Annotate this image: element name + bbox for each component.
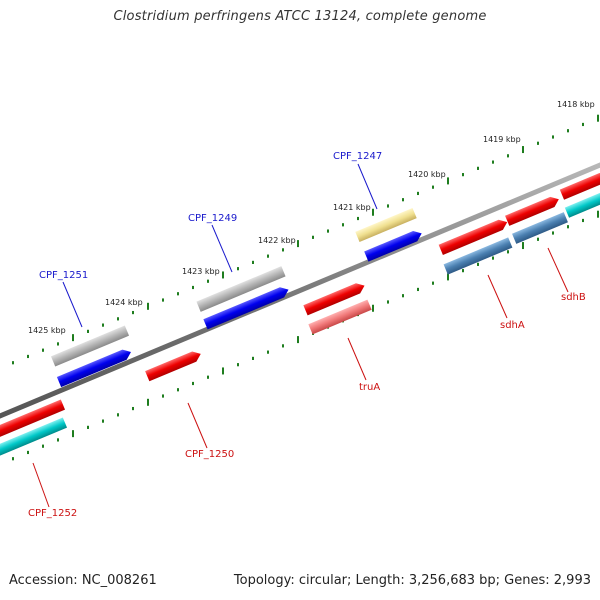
leader-cpf1250: [187, 402, 208, 449]
scale-label-1419: 1419 kbp: [483, 135, 521, 144]
leader-sdha: [487, 274, 508, 319]
gene-label-sdhb: sdhB: [561, 292, 586, 303]
scale-label-1425: 1425 kbp: [28, 326, 66, 335]
gene-label-cpf1250: CPF_1250: [185, 449, 234, 460]
gene-next-rna: [559, 172, 600, 200]
leader-sdhb: [547, 247, 569, 293]
upper-tick-row: [12, 114, 599, 365]
gene-label-cpf1249: CPF_1249: [188, 213, 237, 224]
gene-sdha-shape: [443, 237, 513, 275]
scale-label-1423: 1423 kbp: [182, 267, 220, 276]
gene-label-cpf1247: CPF_1247: [333, 151, 382, 162]
map-title: Clostridium perfringens ATCC 13124, comp…: [113, 9, 487, 24]
gene-next: [564, 188, 600, 218]
gene-cpf1249: [203, 287, 289, 330]
scale-label-1421: 1421 kbp: [333, 203, 371, 212]
gene-sdhb: [512, 212, 568, 244]
accession-text: Accession: NC_008261: [9, 573, 157, 588]
gene-cpf1247-rna: [355, 207, 417, 243]
gene-sdha-rna: [438, 219, 508, 255]
scale-label-1422: 1422 kbp: [258, 236, 296, 245]
gene-next-rna-shape: [559, 172, 600, 200]
leader-cpf1251: [62, 281, 83, 328]
scale-label-1420: 1420 kbp: [408, 170, 446, 179]
gene-label-cpf1252: CPF_1252: [28, 508, 77, 519]
scale-label-1424: 1424 kbp: [105, 298, 143, 307]
leader-cpf1252: [32, 462, 50, 508]
gene-features: [0, 172, 600, 459]
gene-label-cpf1251: CPF_1251: [39, 270, 88, 281]
gene-next-shape: [564, 188, 600, 218]
gene-sdhb-shape: [512, 212, 568, 244]
gene-sdha: [443, 237, 513, 275]
gene-cpf1250: [145, 351, 201, 382]
gene-cpf1252-rna-shape: [0, 399, 66, 438]
gene-cpf1251-rna: [50, 325, 130, 367]
gene-cpf1251: [56, 349, 131, 388]
genome-summary-text: Topology: circular; Length: 3,256,683 bp…: [233, 573, 591, 588]
gene-cpf1249-rna-shape: [196, 266, 286, 312]
gene-cpf1250-shape: [145, 351, 201, 382]
leader-cpf1247: [357, 163, 378, 210]
gene-sdhb-rna-shape: [505, 196, 559, 226]
gene-trua: [308, 299, 372, 335]
gene-trua-shape: [308, 299, 372, 335]
lower-tick-row: [12, 210, 599, 461]
gene-cpf1247-shape: [364, 231, 422, 262]
gene-cpf1252-rna: [0, 399, 66, 438]
gene-cpf1247: [364, 231, 422, 262]
genome-backbone: [0, 162, 600, 419]
leader-trua: [347, 337, 367, 381]
gene-sdhb-rna: [505, 196, 559, 226]
gene-label-sdha: sdhA: [500, 320, 525, 331]
gene-trua-rna-shape: [303, 283, 365, 316]
leader-cpf1249: [211, 224, 233, 273]
gene-trua-rna: [303, 283, 365, 316]
gene-cpf1249-shape: [203, 287, 289, 330]
gene-cpf1252-shape: [0, 417, 68, 459]
scale-label-1418: 1418 kbp: [557, 100, 595, 109]
gene-cpf1247-rna-shape: [355, 207, 417, 243]
gene-cpf1251-shape: [56, 349, 131, 388]
gene-label-trua: truA: [359, 382, 380, 393]
gene-cpf1252: [0, 417, 68, 459]
gene-cpf1249-rna: [196, 266, 286, 312]
gene-cpf1251-rna-shape: [50, 325, 130, 367]
gene-sdha-rna-shape: [438, 219, 508, 255]
